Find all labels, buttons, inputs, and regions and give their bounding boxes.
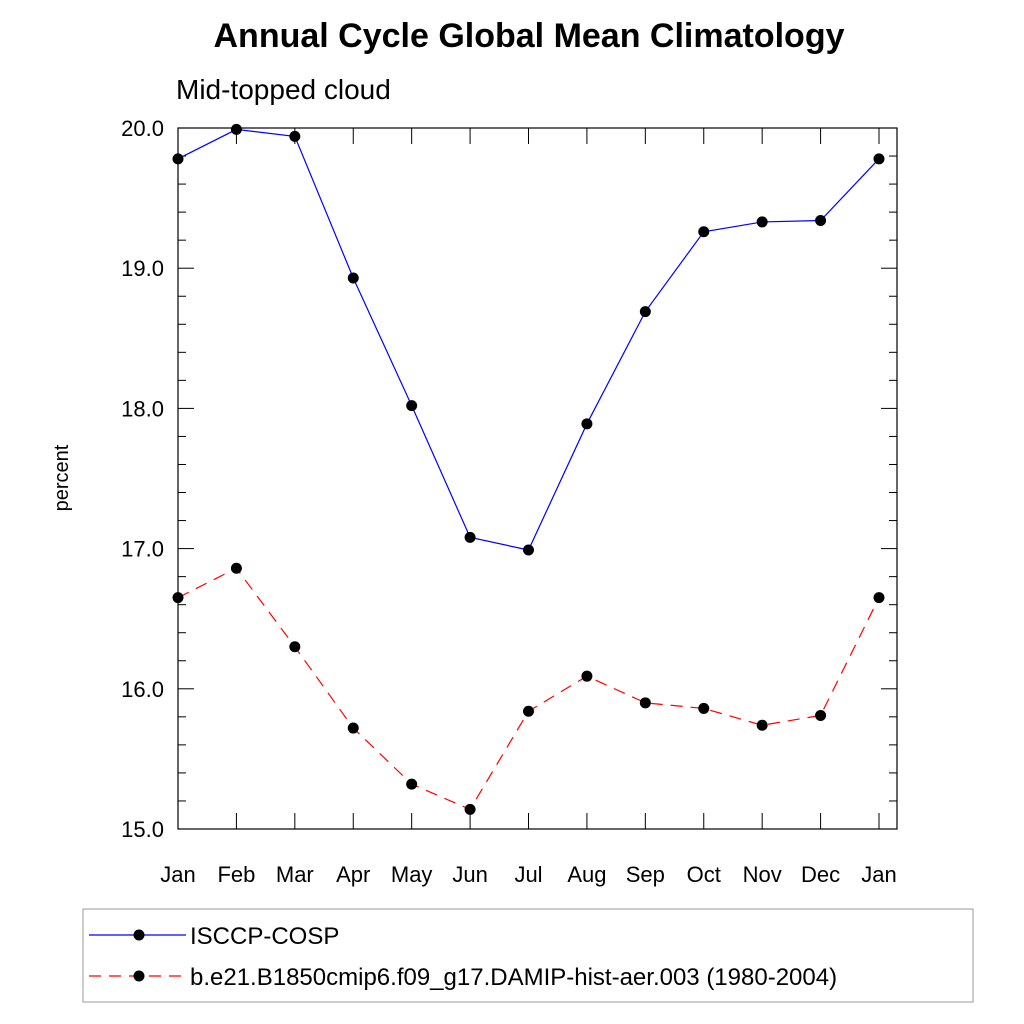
- series-line: [177, 567, 880, 811]
- legend-box: [82, 908, 974, 1003]
- x-tick-label: Jan: [861, 862, 896, 887]
- chart-title: Annual Cycle Global Mean Climatology: [214, 17, 845, 55]
- data-point: [581, 418, 593, 430]
- data-point: [289, 130, 301, 142]
- x-tick-label: Jul: [514, 862, 542, 887]
- axis-ticks: [177, 127, 897, 830]
- y-tick-label: 19.0: [121, 256, 164, 281]
- x-tick-label: Sep: [626, 862, 665, 887]
- data-point: [230, 562, 242, 574]
- x-tick-label: Oct: [687, 862, 721, 887]
- y-tick-label: 16.0: [121, 677, 164, 702]
- data-point: [698, 702, 710, 714]
- chart-subtitle: Mid-topped cloud: [176, 74, 391, 105]
- series-line: [177, 128, 880, 551]
- y-tick-label: 18.0: [121, 396, 164, 421]
- x-tick-label: Feb: [217, 862, 255, 887]
- series-layer: [172, 123, 885, 815]
- data-point: [873, 153, 885, 165]
- series-1: [172, 123, 885, 556]
- legend-label: ISCCP-COSP: [190, 923, 339, 950]
- data-point: [698, 226, 710, 238]
- data-point: [347, 272, 359, 284]
- y-tick-label: 20.0: [121, 116, 164, 141]
- data-point: [464, 803, 476, 815]
- y-tick-label: 15.0: [121, 817, 164, 842]
- data-point: [464, 531, 476, 543]
- x-tick-label: Dec: [801, 862, 840, 887]
- y-tick-label: 17.0: [121, 537, 164, 562]
- series-2: [172, 562, 885, 815]
- x-tick-label: Nov: [743, 862, 782, 887]
- data-point: [523, 544, 534, 556]
- data-point: [581, 670, 593, 682]
- x-tick-label: Apr: [336, 862, 370, 887]
- data-point: [289, 641, 301, 653]
- legend-label: b.e21.B1850cmip6.f09_g17.DAMIP-hist-aer.…: [190, 964, 837, 991]
- x-tick-label: Mar: [276, 862, 314, 887]
- x-tick-label: Jan: [160, 862, 195, 887]
- data-point: [347, 722, 359, 734]
- data-point: [406, 400, 418, 412]
- y-tick-labels: 15.0 16.0 17.0 18.0 19.0 20.0: [121, 116, 164, 842]
- x-tick-label: May: [391, 862, 433, 887]
- data-point: [230, 123, 242, 135]
- legend-marker: [133, 970, 145, 982]
- x-tick-label: Aug: [567, 862, 606, 887]
- plot-frame: [177, 127, 898, 830]
- data-point: [756, 216, 768, 228]
- data-point: [406, 778, 418, 790]
- y-axis-label: percent: [51, 444, 73, 511]
- data-point: [873, 592, 885, 604]
- data-point: [639, 697, 651, 709]
- data-point: [815, 709, 827, 721]
- x-tick-label: Jun: [452, 862, 487, 887]
- legend-marker: [133, 929, 145, 941]
- legend-item: b.e21.B1850cmip6.f09_g17.DAMIP-hist-aer.…: [89, 964, 837, 991]
- data-point: [756, 719, 768, 731]
- legend-item: ISCCP-COSP: [89, 923, 339, 950]
- data-point: [523, 705, 534, 717]
- data-point: [815, 215, 827, 227]
- data-point: [639, 306, 651, 318]
- legend: ISCCP-COSP b.e21.B1850cmip6.f09_g17.DAMIP…: [82, 908, 974, 1003]
- x-tick-labels: Jan Feb Mar Apr May Jun Jul Aug Sep Oct Nov Dec Jan: [160, 862, 896, 887]
